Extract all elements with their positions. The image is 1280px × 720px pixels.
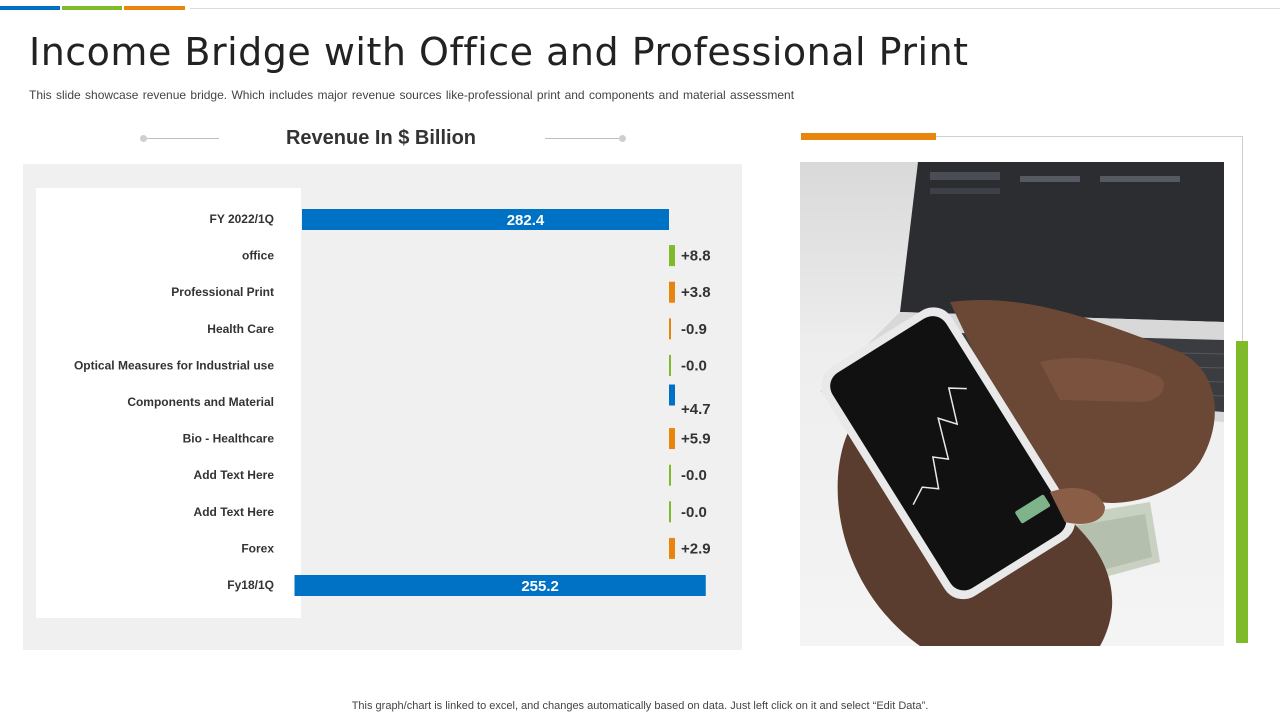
laptop-screen-icon bbox=[900, 162, 1224, 322]
heading-right-line bbox=[545, 138, 619, 139]
footer-note: This graph/chart is linked to excel, and… bbox=[351, 700, 929, 712]
delta-bar bbox=[669, 537, 675, 559]
data-label: +8.8 bbox=[681, 248, 711, 265]
category-label-panel bbox=[36, 188, 301, 618]
category-label: Components and Material bbox=[127, 395, 274, 409]
delta-bar bbox=[669, 354, 671, 376]
data-label: +2.9 bbox=[681, 540, 711, 557]
delta-bar bbox=[669, 245, 675, 267]
category-label: Optical Measures for Industrial use bbox=[74, 358, 274, 372]
category-label: Bio - Healthcare bbox=[183, 432, 275, 446]
smartphone-icon bbox=[821, 307, 1076, 600]
category-label: office bbox=[242, 249, 274, 263]
data-label: -0.9 bbox=[681, 321, 707, 338]
data-label: +3.8 bbox=[681, 284, 711, 301]
delta-bar bbox=[669, 384, 675, 406]
delta-bar bbox=[669, 428, 675, 450]
delta-bar bbox=[669, 501, 671, 523]
category-label: Fy18/1Q bbox=[227, 578, 274, 592]
category-label: Add Text Here bbox=[194, 505, 275, 519]
accent-bar-orange bbox=[124, 6, 185, 10]
page-title: Income Bridge with Office and Profession… bbox=[29, 30, 969, 74]
data-label: +5.9 bbox=[681, 431, 711, 448]
heading-right-dot bbox=[619, 135, 626, 142]
photo-frame-top-line bbox=[936, 136, 1243, 137]
delta-bar bbox=[669, 281, 675, 303]
photo-orange-accent bbox=[801, 133, 936, 140]
smartphone-trading-photo bbox=[800, 162, 1224, 646]
total-bar bbox=[294, 575, 706, 596]
photo-green-accent bbox=[1236, 341, 1248, 643]
photo-illustration bbox=[820, 162, 1224, 646]
category-label: Add Text Here bbox=[194, 468, 275, 482]
data-label: -0.0 bbox=[681, 357, 707, 374]
category-label: Forex bbox=[241, 541, 274, 555]
photo-frame-right-line bbox=[1242, 136, 1243, 341]
category-label: Professional Print bbox=[171, 285, 274, 299]
data-label: +4.7 bbox=[681, 401, 711, 418]
data-label: -0.0 bbox=[681, 504, 707, 521]
data-label: -0.0 bbox=[681, 467, 707, 484]
delta-bar bbox=[669, 318, 671, 340]
heading-left-line bbox=[147, 138, 219, 139]
delta-bar bbox=[669, 464, 671, 486]
accent-bar-blue bbox=[0, 6, 60, 10]
category-label: Health Care bbox=[207, 322, 274, 336]
top-rule bbox=[190, 8, 1280, 9]
category-label: FY 2022/1Q bbox=[210, 212, 275, 226]
page-subtitle: This slide showcase revenue bridge. Whic… bbox=[29, 88, 795, 102]
chart-heading: Revenue In $ Billion bbox=[285, 127, 477, 149]
accent-bar-green bbox=[62, 6, 122, 10]
data-label: 255.2 bbox=[521, 578, 559, 595]
data-label: 282.4 bbox=[507, 212, 545, 229]
heading-left-dot bbox=[140, 135, 147, 142]
total-bar bbox=[302, 209, 669, 230]
